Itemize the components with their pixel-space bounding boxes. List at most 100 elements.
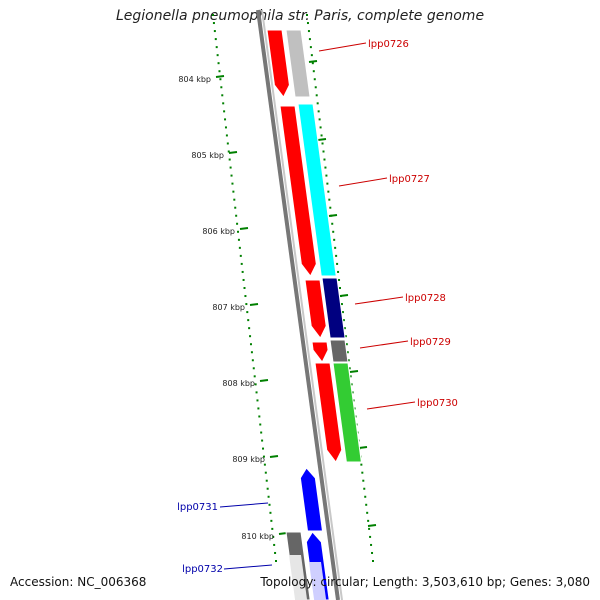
gene-cds-arrow[interactable] <box>314 362 343 463</box>
outer-ruler-dot <box>361 471 364 474</box>
outer-ruler-dot <box>362 479 365 482</box>
map-title: Legionella pneumophila str. Paris, compl… <box>115 8 485 24</box>
outer-ruler-dot <box>307 30 310 33</box>
gene-label[interactable]: lpp0726 <box>368 39 409 50</box>
inner-ruler-dot <box>273 543 276 546</box>
inner-ruler-dot <box>270 519 273 522</box>
gene-label[interactable]: lpp0731 <box>177 502 218 513</box>
outer-ruler-dot <box>321 142 324 145</box>
inner-ruler-dot <box>244 295 247 298</box>
outer-tick <box>339 294 349 297</box>
inner-ruler-dot <box>257 407 260 410</box>
gene-label-leader <box>354 296 404 305</box>
outer-ruler-dot <box>372 560 374 562</box>
inner-ruler-dot <box>249 343 252 346</box>
inner-ruler-dot <box>275 560 277 562</box>
inner-ruler-dot <box>230 174 233 177</box>
gene-cds-arrow[interactable] <box>304 279 327 339</box>
similarity-hit-box[interactable] <box>285 29 311 98</box>
inner-ruler-dot <box>253 375 256 378</box>
inner-ruler-dot <box>262 455 265 458</box>
kbp-tick <box>215 75 225 78</box>
inner-ruler-dot <box>249 335 252 338</box>
inner-ruler-dot <box>262 447 265 450</box>
outer-ruler-dot <box>348 367 351 370</box>
inner-ruler-dot <box>216 54 219 57</box>
inner-ruler-dot <box>217 62 220 65</box>
similarity-hit-box[interactable] <box>329 339 349 363</box>
inner-ruler-dot <box>229 166 232 169</box>
inner-ruler-dot <box>224 118 227 121</box>
outer-ruler-dot <box>334 246 337 249</box>
inner-ruler-dot <box>231 182 234 185</box>
inner-ruler-dot <box>223 110 226 113</box>
inner-ruler-dot <box>241 270 244 273</box>
outer-ruler-dot <box>350 383 353 386</box>
gene-label[interactable]: lpp0728 <box>405 293 446 304</box>
kbp-tick-label: 807 kbp <box>212 303 245 312</box>
gene-label-leader <box>338 177 388 187</box>
outer-ruler-dot <box>328 198 331 201</box>
kbp-tick-label: 805 kbp <box>191 151 224 160</box>
gene-cds-arrow[interactable] <box>311 341 329 363</box>
outer-ruler-dot <box>306 14 308 16</box>
inner-ruler-dot <box>240 262 243 265</box>
outer-ruler-dot <box>340 303 343 306</box>
topology-text: Topology: circular; Length: 3,503,610 bp… <box>260 575 590 589</box>
outer-ruler-dot <box>335 254 338 257</box>
outer-ruler-dot <box>347 359 350 362</box>
kbp-tick <box>249 303 259 306</box>
inner-ruler-dot <box>213 30 216 33</box>
inner-ruler-dot <box>224 126 227 129</box>
inner-ruler-dot <box>245 303 248 306</box>
outer-ruler-dot <box>314 86 317 89</box>
inner-ruler-dot <box>250 351 253 354</box>
inner-ruler-dot <box>269 511 272 514</box>
outer-tick <box>358 446 368 449</box>
similarity-hit-box[interactable] <box>321 277 346 339</box>
outer-ruler-dot <box>365 503 368 506</box>
inner-ruler-dot <box>237 238 240 241</box>
outer-ruler-dot <box>342 319 345 322</box>
inner-ruler-dot <box>274 551 277 554</box>
outer-ruler-dot <box>333 238 336 241</box>
inner-ruler-dot <box>268 503 271 506</box>
inner-ruler-dot <box>226 142 229 145</box>
gene-cds-arrow[interactable] <box>266 29 290 98</box>
outer-ruler-dot <box>363 487 366 490</box>
inner-ruler-dot <box>264 471 267 474</box>
outer-ruler-dot <box>364 495 367 498</box>
outer-tick <box>367 524 377 527</box>
outer-ruler-dot <box>318 118 321 121</box>
outer-ruler-dot <box>367 519 370 522</box>
outer-ruler-dot <box>337 270 340 273</box>
inner-ruler-dot <box>219 78 222 81</box>
gene-label[interactable]: lpp0729 <box>410 337 451 348</box>
similarity-hit-box[interactable] <box>297 103 337 277</box>
inner-ruler-dot <box>258 415 261 418</box>
similarity-hit-box[interactable] <box>332 362 362 463</box>
inner-ruler-dot <box>251 359 254 362</box>
gene-label[interactable]: lpp0727 <box>389 174 430 185</box>
kbp-tick <box>259 379 269 382</box>
inner-ruler-dot <box>225 134 228 137</box>
inner-ruler-dot <box>222 102 225 105</box>
inner-ruler-dot <box>260 431 263 434</box>
gene-cds-arrow[interactable] <box>299 467 324 532</box>
inner-ruler-dot <box>214 38 217 41</box>
outer-ruler-dot <box>313 78 316 81</box>
inner-ruler-dot <box>218 70 221 73</box>
hit-shadow <box>289 555 308 600</box>
outer-tick <box>349 370 359 373</box>
outer-ruler-dot <box>324 166 327 169</box>
gene-label-leader <box>359 340 409 349</box>
outer-ruler-dot <box>308 38 311 41</box>
outer-ruler-dot <box>309 46 312 49</box>
outer-ruler-dot <box>312 70 315 73</box>
kbp-tick-label: 804 kbp <box>178 75 211 84</box>
gene-label[interactable]: lpp0732 <box>182 564 223 575</box>
gene-cds-arrow[interactable] <box>279 105 317 277</box>
outer-ruler-dot <box>320 134 323 137</box>
gene-label[interactable]: lpp0730 <box>417 398 458 409</box>
